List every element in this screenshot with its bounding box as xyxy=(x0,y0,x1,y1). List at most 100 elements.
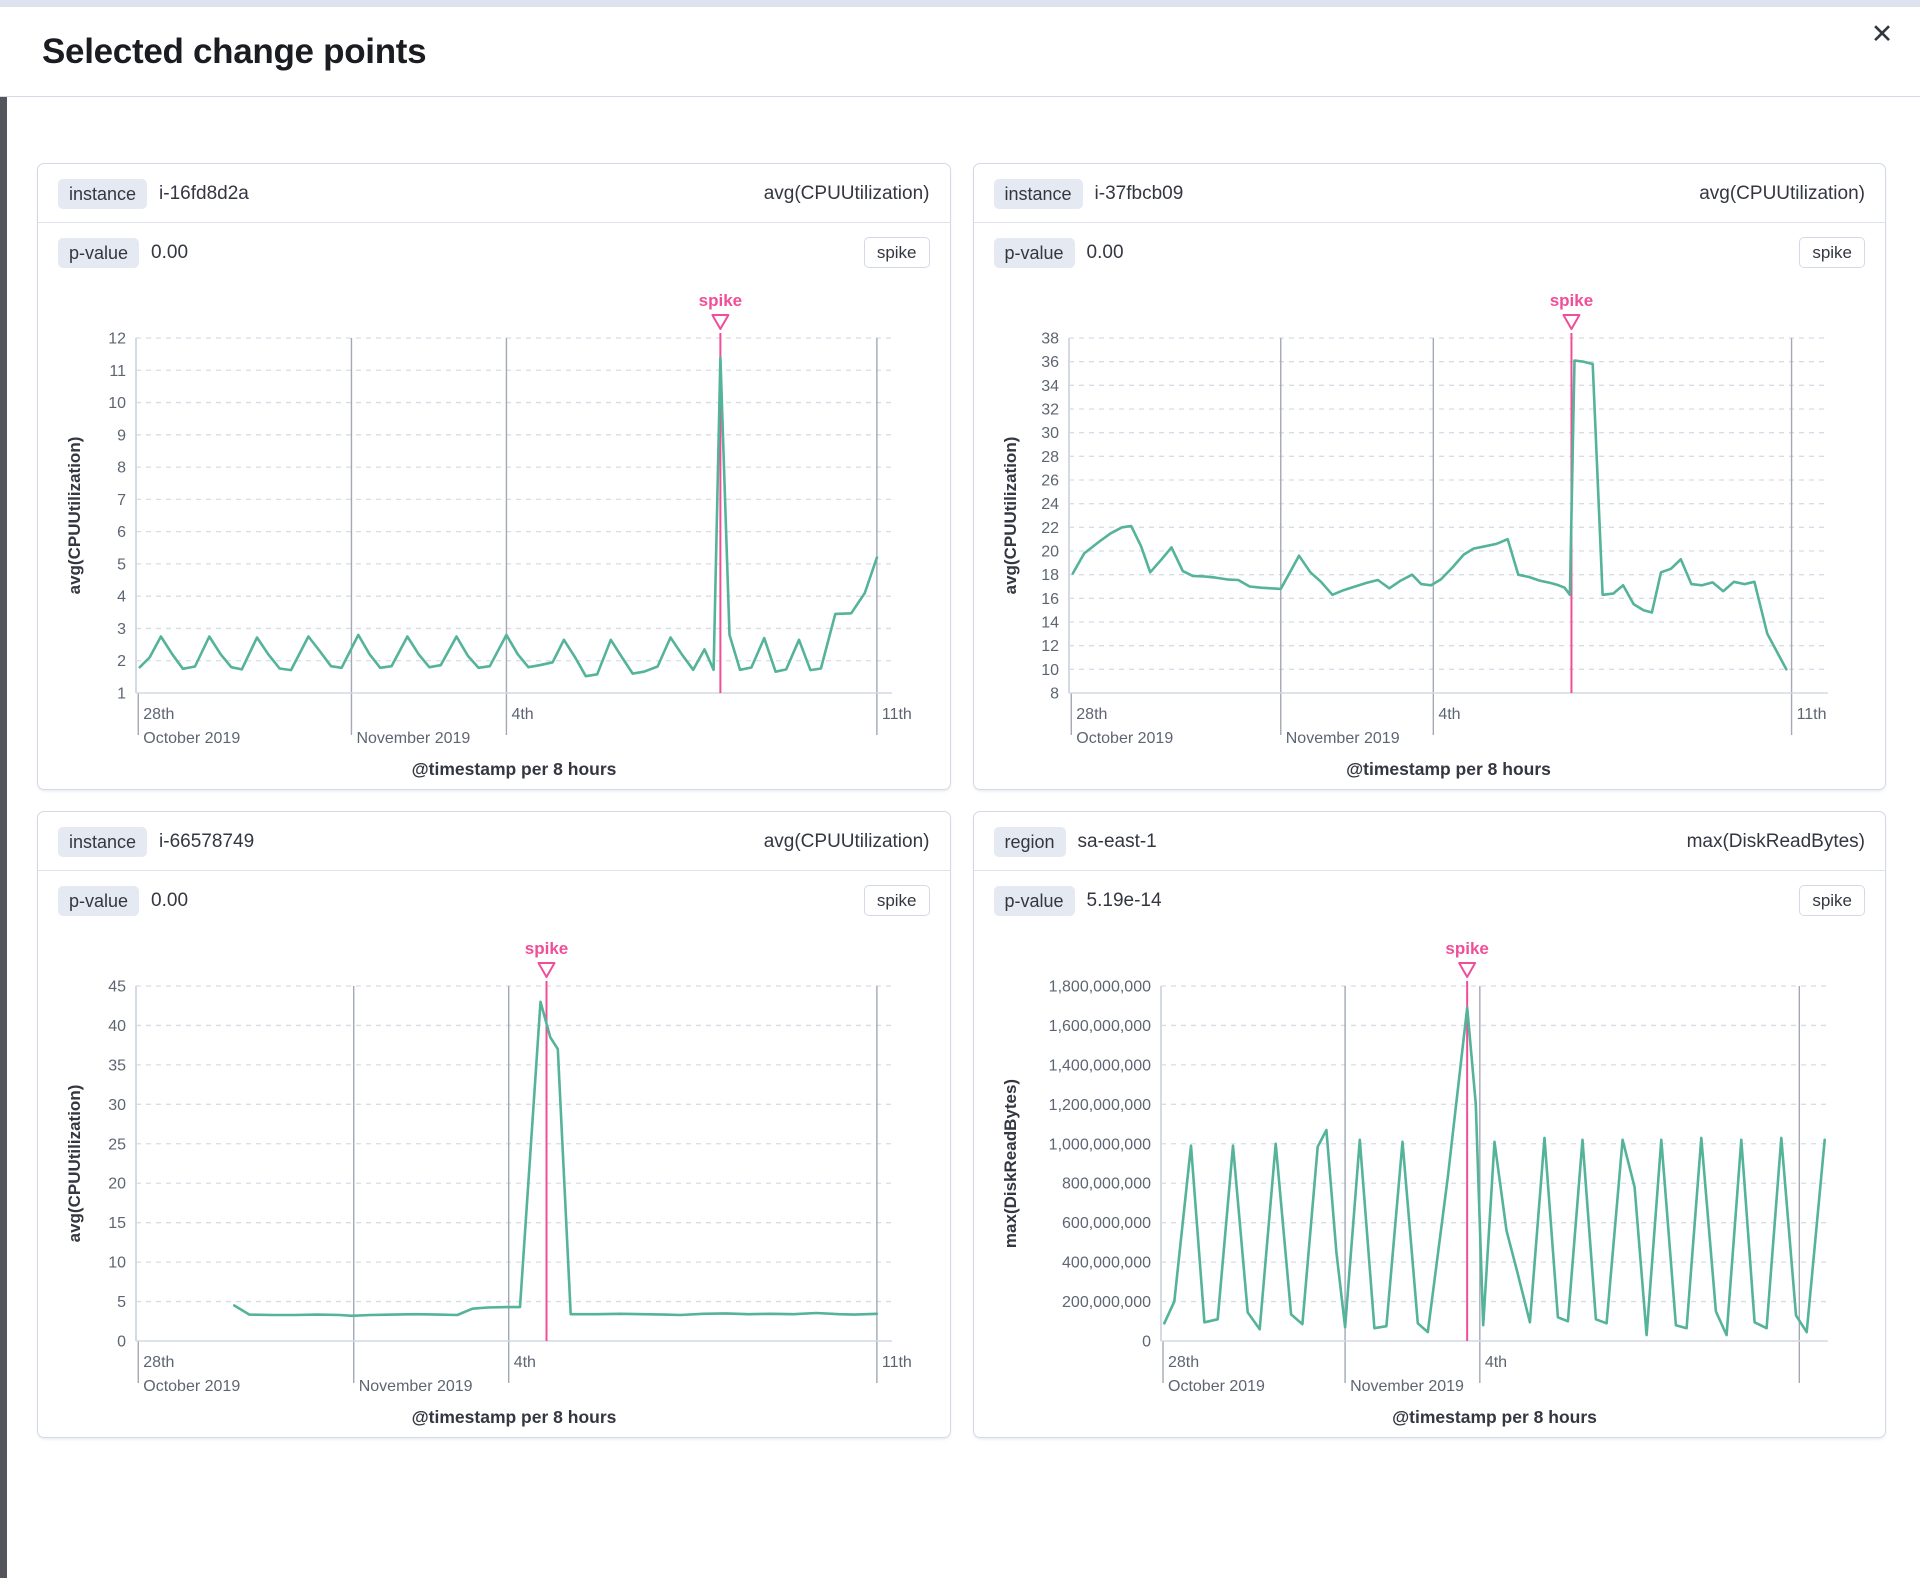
svg-text:October 2019: October 2019 xyxy=(1076,730,1173,747)
svg-text:14: 14 xyxy=(1041,615,1059,632)
svg-text:11th: 11th xyxy=(1796,706,1826,723)
card-subheader: p-value 0.00 spike xyxy=(974,223,1886,278)
svg-text:11th: 11th xyxy=(882,1354,912,1371)
svg-text:0: 0 xyxy=(117,1334,126,1351)
card-header: region sa-east-1 max(DiskReadBytes) xyxy=(973,812,1885,871)
change-point-cards-grid: instance i-16fd8d2a avg(CPUUtilization) … xyxy=(37,163,1886,1438)
svg-text:spike: spike xyxy=(1549,291,1592,310)
svg-text:28th: 28th xyxy=(1168,1354,1199,1371)
svg-text:3: 3 xyxy=(117,621,126,638)
svg-text:4th: 4th xyxy=(1484,1354,1506,1371)
change-point-chart: 0 5 10 15 20 25 30 35 40 45 28th October 2019 Novemb… xyxy=(38,926,950,1437)
svg-text:10: 10 xyxy=(1041,662,1059,679)
field-value: i-37fbcb09 xyxy=(1094,183,1184,204)
svg-text:18: 18 xyxy=(1041,567,1059,584)
spike-annotation: spike xyxy=(525,939,568,1341)
svg-text:38: 38 xyxy=(1041,331,1059,348)
svg-text:20: 20 xyxy=(108,1176,126,1193)
field-value: i-66578749 xyxy=(159,831,255,852)
svg-text:avg(CPUUtilization): avg(CPUUtilization) xyxy=(65,437,84,595)
spike-annotation: spike xyxy=(699,291,742,693)
svg-text:1: 1 xyxy=(117,686,126,703)
svg-text:22: 22 xyxy=(1041,520,1059,537)
page-title: Selected change points xyxy=(42,32,427,71)
change-point-card: instance i-66578749 avg(CPUUtilization) … xyxy=(37,811,951,1438)
svg-text:5: 5 xyxy=(117,556,126,573)
flyout-header: Selected change points ✕ xyxy=(0,0,1920,97)
svg-text:avg(CPUUtilization): avg(CPUUtilization) xyxy=(65,1085,84,1243)
change-points-flyout: Selected change points ✕ instance i-16fd… xyxy=(0,0,1920,1438)
field-value: i-16fd8d2a xyxy=(159,183,249,204)
svg-text:4th: 4th xyxy=(1438,706,1460,723)
svg-text:16: 16 xyxy=(1041,591,1059,608)
svg-text:15: 15 xyxy=(108,1215,126,1232)
field-badge: region xyxy=(993,827,1066,857)
svg-text:1,600,000,000: 1,600,000,000 xyxy=(1048,1018,1150,1035)
pvalue-badge: p-value xyxy=(58,237,140,268)
svg-text:November 2019: November 2019 xyxy=(359,1378,473,1395)
svg-text:36: 36 xyxy=(1041,354,1059,371)
series-line xyxy=(233,1000,879,1318)
svg-text:November 2019: November 2019 xyxy=(356,730,470,747)
svg-text:4: 4 xyxy=(117,589,126,606)
svg-text:10: 10 xyxy=(108,395,126,412)
pvalue-value: 5.19e-14 xyxy=(1086,889,1162,911)
card-subheader: p-value 0.00 spike xyxy=(38,223,950,278)
svg-text:spike: spike xyxy=(699,291,742,310)
svg-text:600,000,000: 600,000,000 xyxy=(1062,1215,1151,1232)
svg-text:@timestamp per 8 hours: @timestamp per 8 hours xyxy=(1392,1407,1597,1427)
background-page-edge xyxy=(0,97,7,1578)
svg-text:45: 45 xyxy=(108,979,126,996)
svg-text:7: 7 xyxy=(117,492,126,509)
svg-text:28th: 28th xyxy=(1076,706,1107,723)
svg-text:6: 6 xyxy=(117,524,126,541)
top-border xyxy=(0,0,1920,7)
change-point-chart: 1 2 3 4 5 6 7 8 9 10 11 12 28th October 2019 November … xyxy=(38,278,950,789)
change-type-badge: spike xyxy=(1799,237,1865,268)
change-type-badge: spike xyxy=(863,885,930,916)
pvalue-badge: p-value xyxy=(993,237,1075,268)
svg-text:@timestamp per 8 hours: @timestamp per 8 hours xyxy=(1346,759,1551,779)
svg-text:spike: spike xyxy=(1445,939,1488,958)
svg-text:26: 26 xyxy=(1041,473,1059,490)
svg-text:9: 9 xyxy=(117,427,126,444)
svg-text:28: 28 xyxy=(1041,449,1059,466)
field-badge: instance xyxy=(58,179,148,209)
svg-text:11th: 11th xyxy=(882,706,912,723)
svg-text:32: 32 xyxy=(1041,402,1059,419)
svg-text:11: 11 xyxy=(109,363,126,380)
svg-text:October 2019: October 2019 xyxy=(1168,1378,1265,1395)
line-chart-svg: 0 200,000,000 400,000,000 600,000,000 800,00… xyxy=(1001,939,1828,1427)
change-type-badge: spike xyxy=(863,237,930,268)
svg-text:8: 8 xyxy=(1050,686,1059,703)
pvalue-badge: p-value xyxy=(993,885,1075,916)
svg-text:800,000,000: 800,000,000 xyxy=(1062,1176,1151,1193)
svg-text:1,000,000,000: 1,000,000,000 xyxy=(1048,1136,1150,1153)
card-header: instance i-66578749 avg(CPUUtilization) xyxy=(38,812,950,871)
series-line xyxy=(1162,1006,1826,1337)
svg-text:25: 25 xyxy=(108,1136,126,1153)
metric-label: max(DiskReadBytes) xyxy=(1686,831,1865,852)
change-point-card: instance i-16fd8d2a avg(CPUUtilization) … xyxy=(37,163,951,790)
line-chart-svg: 8 10 12 14 16 18 20 22 24 26 28 30 32 34 36 38 28th Octob… xyxy=(1001,291,1828,779)
svg-text:October 2019: October 2019 xyxy=(143,730,240,747)
svg-text:30: 30 xyxy=(1041,425,1059,442)
series-line xyxy=(1071,359,1788,671)
svg-text:12: 12 xyxy=(1041,638,1059,655)
change-point-card: instance i-37fbcb09 avg(CPUUtilization) … xyxy=(972,163,1886,790)
field-value: sa-east-1 xyxy=(1077,831,1157,852)
svg-text:200,000,000: 200,000,000 xyxy=(1062,1294,1151,1311)
svg-text:spike: spike xyxy=(525,939,568,958)
close-icon[interactable]: ✕ xyxy=(1862,14,1902,54)
pvalue-value: 0.00 xyxy=(1086,241,1124,263)
spike-annotation: spike xyxy=(1445,939,1488,1341)
svg-text:November 2019: November 2019 xyxy=(1350,1378,1464,1395)
svg-text:400,000,000: 400,000,000 xyxy=(1062,1255,1151,1272)
svg-text:12: 12 xyxy=(108,331,126,348)
svg-text:@timestamp per 8 hours: @timestamp per 8 hours xyxy=(412,759,617,779)
svg-text:November 2019: November 2019 xyxy=(1285,730,1399,747)
svg-text:35: 35 xyxy=(108,1057,126,1074)
svg-text:October 2019: October 2019 xyxy=(143,1378,240,1395)
svg-text:avg(CPUUtilization): avg(CPUUtilization) xyxy=(1001,437,1020,595)
